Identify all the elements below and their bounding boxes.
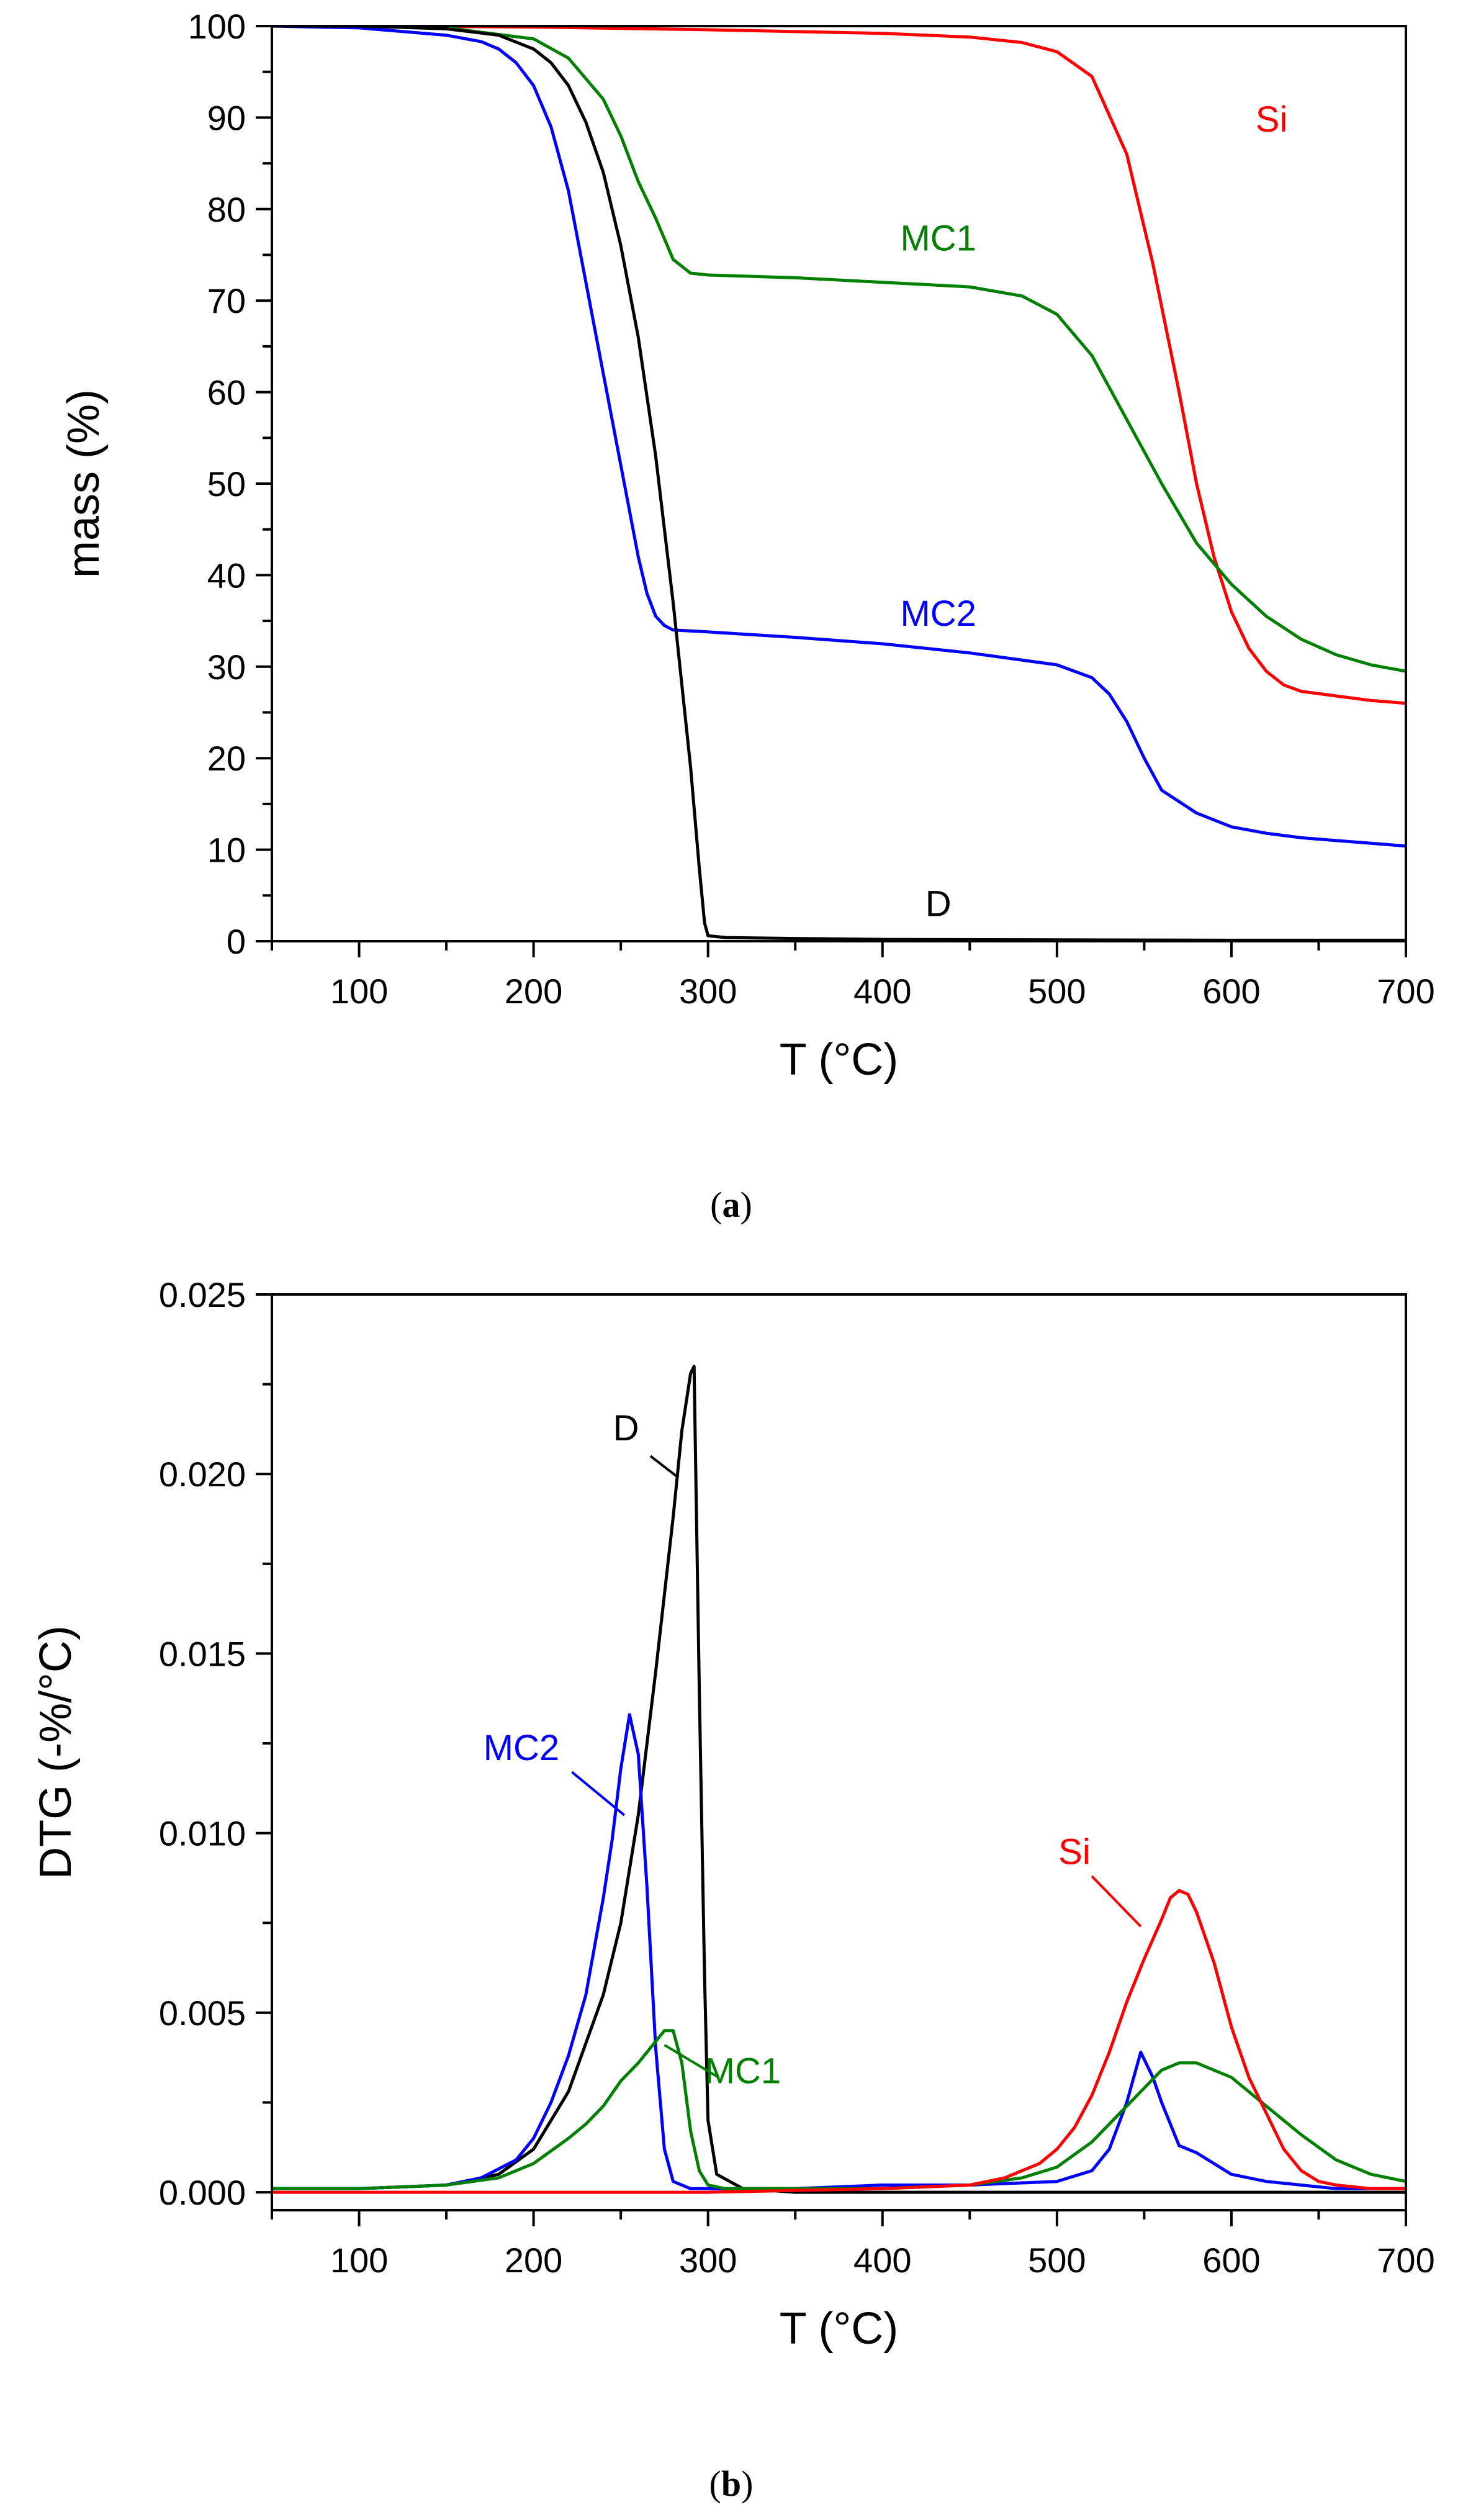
panel-b-caption: (b) [709,2464,754,2504]
mass-chart-x-tick-label: 500 [1028,972,1086,1011]
mass-chart-series-d-line [272,26,1406,941]
mass-chart-x-tick-label: 600 [1202,972,1260,1011]
dtg-chart-y-tick-label: 0.015 [159,1634,246,1673]
dtg-chart-y-tick-label: 0.020 [159,1455,246,1494]
mass-chart-x-ticks: 100 200 300 400 500 600 700 [271,941,1435,1011]
dtg-chart-y-tick-label: 0.005 [159,1994,246,2033]
mass-chart-series-mc1-line [272,26,1406,673]
mass-chart-series-label-d: D [925,883,952,924]
dtg-chart-x-tick-label: 400 [853,2241,911,2280]
mass-chart-y-tick-label: 0 [227,922,246,961]
mass-chart-series-labels: Si MC1 MC2 D [900,99,1287,924]
dtg-chart-x-axis-label: T (°C) [780,2304,898,2354]
mass-chart-series-si-line [272,26,1406,705]
dtg-chart-y-ticks: 0.000 0.005 0.010 0.015 0.020 0.025 [159,1275,272,2212]
mass-chart-x-tick-label: 700 [1377,972,1434,1011]
dtg-chart-series-label-mc1: MC1 [705,2051,781,2092]
dtg-chart-series-d-line [272,1365,1406,2194]
mass-chart-series-label-mc1: MC1 [900,219,976,259]
mass-chart-y-axis-label: mass (%) [59,389,109,578]
dtg-chart-x-ticks: 100 200 300 400 500 600 700 [271,2210,1435,2280]
dtg-chart-label-leader-d [649,1455,680,1479]
mass-chart-y-tick-label: 20 [207,739,246,778]
dtg-chart-series-label-si: Si [1058,1832,1091,1872]
mass-chart-y-tick-label: 40 [207,556,246,595]
mass-chart-x-tick-label: 100 [330,972,388,1011]
mass-chart-y-tick-label: 100 [188,7,246,46]
mass-chart-series-label-si: Si [1256,99,1288,140]
mass-chart-x-tick-label: 400 [853,972,911,1011]
dtg-chart-series-mc1-line [272,2029,1406,2190]
mass-chart-x-tick-label: 300 [679,972,737,1011]
dtg-chart-panel-b: 100 200 300 400 500 600 700 0.0000.0050.0100.0… [31,1275,1435,2354]
mass-chart-y-tick-label: 10 [207,831,246,870]
dtg-chart-y-tick-label: 0.025 [159,1275,246,1314]
dtg-chart-y-tick-label: 0.000 [159,2173,246,2212]
panel-a-caption: (a) [710,1185,752,1225]
mass-chart-y-ticks: 0 10 20 30 40 50 60 70 80 90 100 [188,7,272,961]
dtg-chart-x-tick-label: 700 [1377,2241,1434,2280]
mass-chart-series-mc2-line [272,26,1406,848]
mass-chart-x-axis-label: T (°C) [780,1035,898,1085]
dtg-chart-x-tick-label: 100 [330,2241,388,2280]
mass-chart-y-tick-label: 60 [207,373,246,412]
mass-chart-x-tick-label: 200 [505,972,562,1011]
mass-chart-series-label-mc2: MC2 [900,594,976,634]
mass-chart-y-tick-label: 30 [207,648,246,687]
mass-chart-y-tick-label: 50 [207,464,246,504]
dtg-chart-x-tick-label: 500 [1028,2241,1086,2280]
dtg-chart-label-leader-mc1 [664,2044,719,2079]
dtg-chart-x-tick-label: 600 [1202,2241,1260,2280]
dtg-chart-x-tick-label: 200 [505,2241,562,2280]
dtg-chart-x-tick-label: 300 [679,2241,737,2280]
dtg-chart-series-label-mc2: MC2 [484,1728,559,1768]
mass-chart-plot-frame [271,25,1407,942]
dtg-chart-series-label-d: D [613,1408,639,1448]
dtg-chart-label-leader-mc2 [571,1771,626,1817]
dtg-chart-series-mc2-line [272,1713,1406,2190]
dtg-chart-series [272,1365,1406,2194]
mass-chart-y-tick-label: 80 [207,190,246,229]
mass-chart-y-tick-label: 70 [207,281,246,320]
mass-chart-panel-a: 100 200 300 400 500 600 700 0 10 20 30 40 50 60 70 80 9… [59,7,1435,1085]
mass-chart-series [272,26,1406,941]
dtg-chart-series-labels: D MC2 MC1 Si [484,1408,1142,2092]
dtg-chart-y-axis-label: DTG (-%/°C) [31,1625,81,1879]
dtg-chart-y-tick-label: 0.010 [159,1814,246,1853]
mass-chart-y-tick-label: 90 [207,98,246,137]
dtg-chart-label-leader-si [1091,1875,1142,1928]
dtg-chart-series-si-line [272,1889,1406,2194]
dtg-chart-plot-frame [271,1293,1407,2211]
